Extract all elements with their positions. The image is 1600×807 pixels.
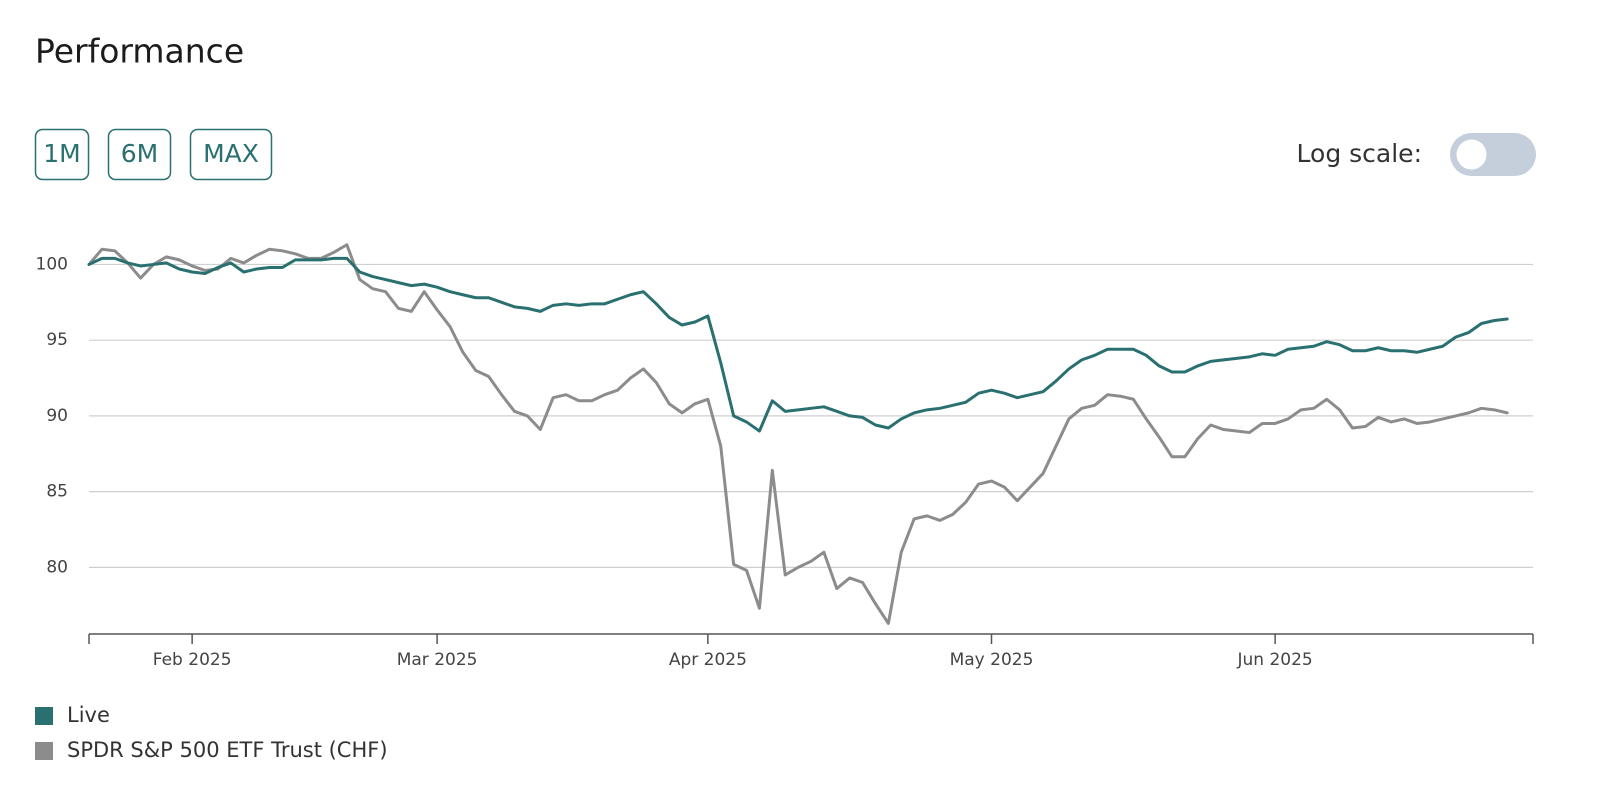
y-tick-label: 85 [46,482,68,502]
legend-label: Live [67,703,110,727]
y-tick-label: 95 [46,330,68,350]
x-tick-label: Feb 2025 [153,650,232,670]
legend-swatch [35,707,53,725]
y-tick-label: 80 [46,557,68,577]
series-line [87,256,1509,433]
legend: Live SPDR S&P 500 ETF Trust (CHF) [35,703,388,762]
series-line [87,243,1509,625]
x-tick-label: May 2025 [950,650,1034,670]
y-tick-label: 90 [46,406,68,426]
x-tick-label: Mar 2025 [397,650,478,670]
x-tick-label: Jun 2025 [1237,650,1313,670]
plot: 80 85 90 95 100 Feb 2025 Mar 2025 Apr 2025 May 2… [36,243,1534,670]
x-tick-label: Apr 2025 [669,650,747,670]
toggle-knob [1456,139,1487,170]
button-label: 1M [43,139,80,168]
button-label: MAX [203,139,259,168]
y-tick-label: 100 [36,254,68,274]
button-frame [189,128,273,181]
range-button[interactable]: 1M [34,128,90,181]
title: Performance [35,32,244,71]
log-scale-label: Log scale: [1297,139,1422,168]
legend-swatch [35,742,53,760]
button-label: 6M [121,139,158,168]
button-frame [34,128,90,181]
log-scale-toggle[interactable] [1450,133,1536,176]
legend-label: SPDR S&P 500 ETF Trust (CHF) [67,738,388,762]
range-button[interactable]: 6M [107,128,172,181]
range-button[interactable]: MAX [189,128,273,181]
button-frame [107,128,172,181]
